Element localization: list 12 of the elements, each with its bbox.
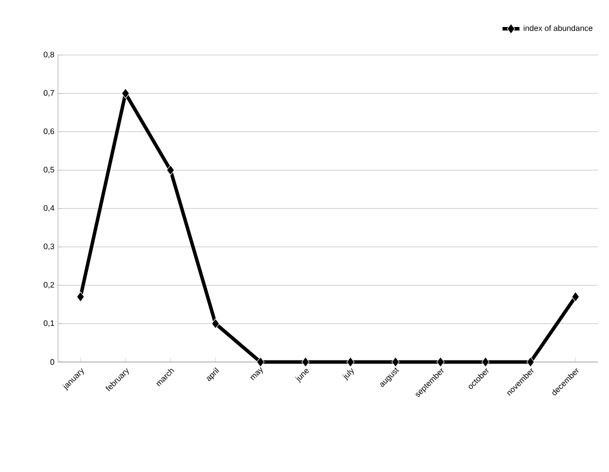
point: [481, 356, 490, 368]
point: [256, 356, 265, 368]
point: [121, 88, 130, 99]
point: [211, 318, 220, 329]
point: [76, 291, 85, 302]
point: [436, 356, 445, 368]
point: [346, 356, 355, 368]
point: [301, 356, 310, 368]
point: [391, 356, 400, 368]
point: [526, 356, 535, 368]
point: [571, 291, 580, 302]
point: [166, 164, 175, 176]
